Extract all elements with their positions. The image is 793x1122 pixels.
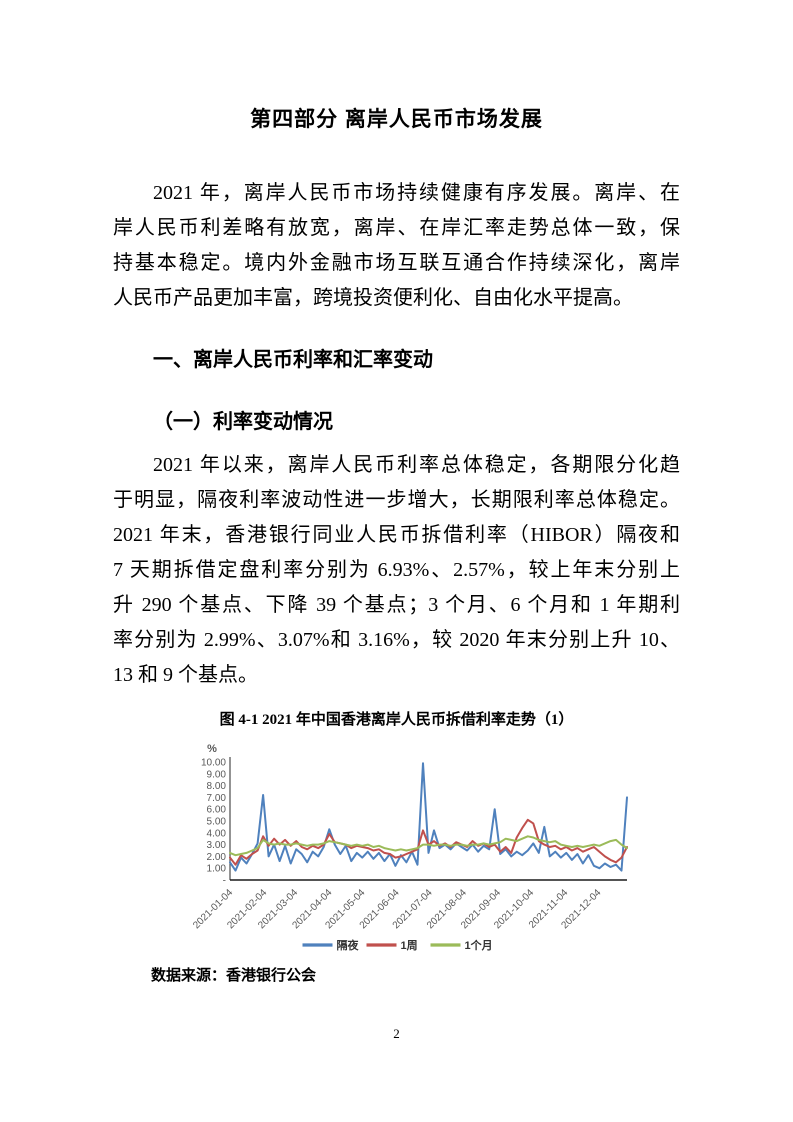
figure-title: 图 4-1 2021 年中国香港离岸人民币拆借利率走势（1）: [219, 712, 574, 728]
paragraph-line: 2021 年以来，离岸人民币利率总体稳定，各期限分化趋: [153, 454, 680, 476]
svg-text:7.00: 7.00: [207, 793, 227, 804]
figure-source: 数据来源：香港银行公会: [151, 967, 317, 984]
section-heading: 一、离岸人民币利率和汇率变动: [153, 349, 433, 371]
page-title: 第四部分 离岸人民币市场发展: [250, 108, 543, 131]
paragraph-line: 于明显，隔夜利率波动性进一步增大，长期限利率总体稳定。: [113, 489, 680, 511]
paragraph-line: 2021 年，离岸人民币市场持续健康有序发展。离岸、在: [153, 182, 680, 204]
svg-text:-: -: [223, 876, 226, 887]
paragraph-line: 7 天期拆借定盘利率分别为 6.93%、2.57%，较上年末分别上: [113, 559, 680, 581]
svg-text:10.00: 10.00: [201, 758, 226, 769]
page-content: 第四部分 离岸人民币市场发展 2021 年，离岸人民币市场持续健康有序发展。离岸…: [113, 108, 680, 1041]
paragraph-line: 人民币产品更加丰富，跨境投资便利化、自由化水平提高。: [113, 287, 633, 309]
paragraph-line: 率分别为 2.99%、3.07%和 3.16%，较 2020 年末分别上升 10…: [113, 629, 680, 651]
svg-text:1周: 1周: [401, 939, 418, 952]
page-number: 2: [393, 1026, 400, 1041]
intro-paragraph: 2021 年，离岸人民币市场持续健康有序发展。离岸、在岸人民币利差略有放宽，离岸…: [113, 176, 680, 316]
subsection-heading: （一）利率变动情况: [153, 411, 333, 433]
hibor-line-chart: % 10.00 9.00 8.00 7.00 6.00 5.00 4.00 3.00 2.00 1.…: [150, 735, 650, 960]
paragraph-line: 13 和 9 个基点。: [113, 664, 258, 686]
svg-text:%: %: [207, 743, 217, 755]
svg-text:8.00: 8.00: [207, 781, 227, 792]
rates-paragraph: 2021 年以来，离岸人民币利率总体稳定，各期限分化趋于明显，隔夜利率波动性进一…: [113, 448, 680, 693]
svg-text:1.00: 1.00: [207, 864, 227, 875]
svg-text:4.00: 4.00: [207, 828, 227, 839]
svg-text:9.00: 9.00: [207, 769, 227, 780]
svg-text:2.00: 2.00: [207, 852, 227, 863]
svg-text:6.00: 6.00: [207, 805, 227, 816]
paragraph-line: 2021 年末，香港银行同业人民币拆借利率（HIBOR）隔夜和: [113, 524, 680, 546]
paragraph-line: 升 290 个基点、下降 39 个基点；3 个月、6 个月和 1 年期利: [113, 594, 680, 616]
svg-text:3.00: 3.00: [207, 840, 227, 851]
svg-text:1个月: 1个月: [465, 938, 493, 952]
svg-text:隔夜: 隔夜: [337, 938, 360, 952]
svg-text:5.00: 5.00: [207, 817, 227, 828]
hibor-chart-svg: % 10.009.008.007.006.005.004.003.002.001.…: [191, 743, 628, 952]
paragraph-line: 持基本稳定。境内外金融市场互联互通合作持续深化，离岸: [113, 252, 680, 274]
paragraph-line: 岸人民币利差略有放宽，离岸、在岸汇率走势总体一致，保: [113, 217, 680, 239]
